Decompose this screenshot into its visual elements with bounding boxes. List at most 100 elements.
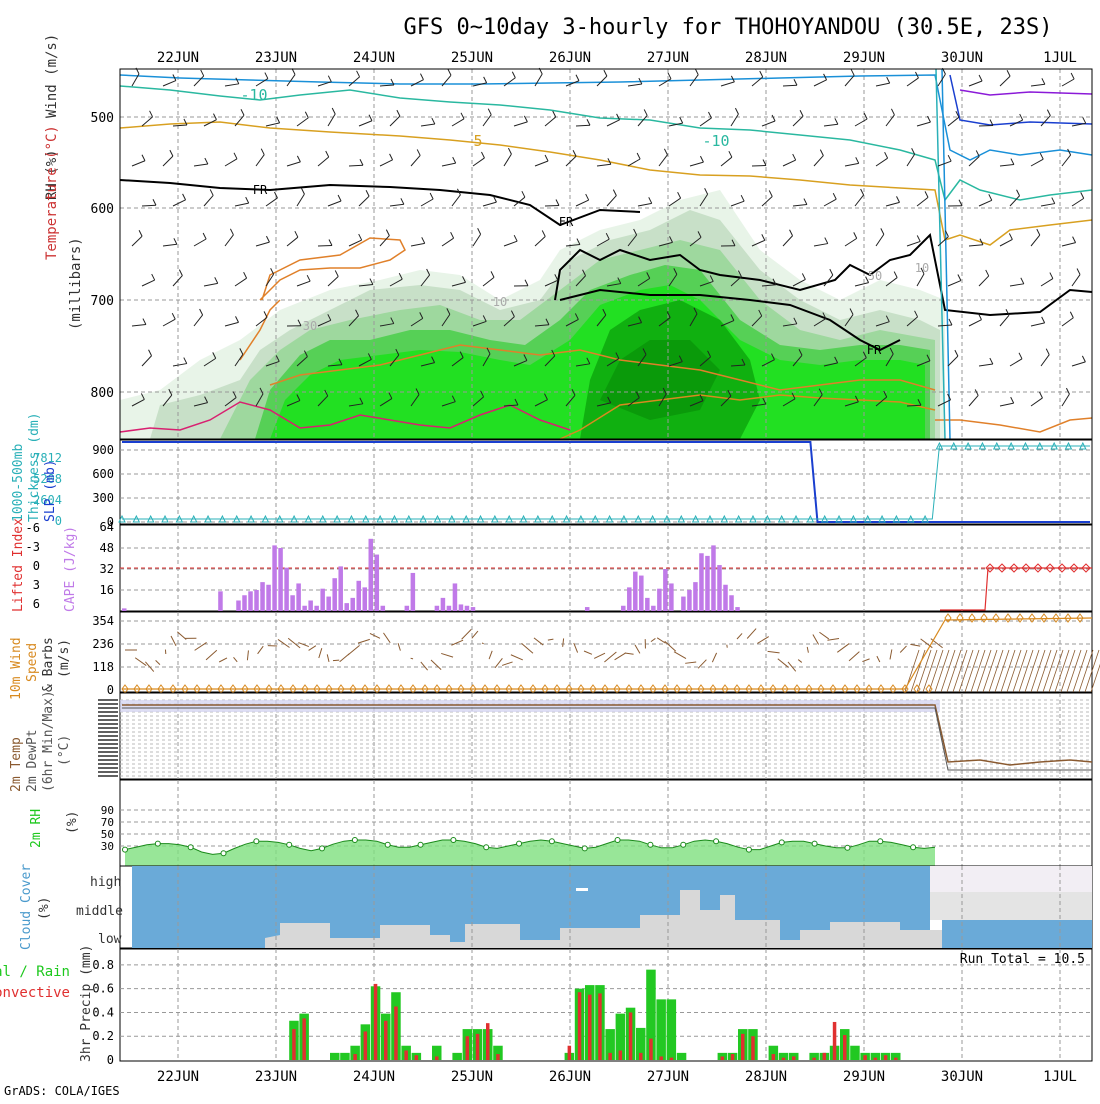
upper-ylabel-temp: Temperature (°C) — [44, 125, 60, 260]
cape-bar — [326, 597, 331, 611]
precip-convective-bar — [751, 1036, 755, 1060]
cloud-level-low: low — [98, 932, 122, 947]
rh2m-marker — [188, 845, 193, 850]
precip-convective-bar — [608, 1053, 612, 1060]
bottom-date-label: 25JUN — [451, 1069, 493, 1085]
top-date-label: 27JUN — [647, 50, 689, 66]
rh2m-marker — [287, 842, 292, 847]
precip-convective-bar — [353, 1054, 357, 1060]
slp-tick-label: 900 — [92, 443, 114, 457]
precip-convective-bar — [496, 1054, 500, 1060]
precip-convective-bar — [476, 1034, 480, 1060]
precip-convective-bar — [782, 1058, 786, 1060]
temp2m-ylabel-1: 2m Temp — [9, 737, 24, 792]
cape-bar — [687, 590, 692, 611]
rh2m-marker — [254, 839, 259, 844]
wind10-tick-label: 0 — [107, 683, 114, 697]
precip-convective-bar — [568, 1046, 572, 1060]
li-tick-label: 0 — [33, 559, 40, 573]
precip-convective-bar — [659, 1056, 663, 1060]
precip-total-bar — [340, 1053, 350, 1060]
rh2m-marker — [648, 842, 653, 847]
cape-bar — [356, 581, 361, 611]
rh2m-ylabel-group: 2m RH (%) — [29, 809, 80, 848]
precip-convective-bar — [649, 1039, 653, 1060]
temp2m-ylabel-4: (°C) — [57, 735, 72, 766]
cape-bar — [248, 591, 253, 611]
precip-panel: 0.80.60.40.20 Run Total = 10.5 Total / R… — [0, 945, 1092, 1067]
cape-bar — [471, 607, 476, 611]
precip-convective-bar — [435, 1056, 439, 1060]
rh2m-marker — [155, 841, 160, 846]
precip-convective-bar — [843, 1035, 847, 1060]
cloud-fill-low-blue — [942, 920, 1092, 948]
bottom-date-label: 23JUN — [255, 1069, 297, 1085]
contour-label: FR — [559, 215, 574, 229]
cape-bar — [729, 595, 734, 611]
precip-convective-bar — [415, 1055, 419, 1060]
cape-bar — [435, 606, 440, 611]
precip-convective-bar — [384, 1021, 388, 1060]
wind10-tick-label: 236 — [92, 637, 114, 651]
cape-bar — [459, 604, 464, 611]
cloud-fill — [132, 866, 1092, 948]
cape-bar — [296, 583, 301, 611]
cape-bar — [260, 582, 265, 611]
precip-convective-bar — [394, 1007, 398, 1061]
cape-bar — [344, 603, 349, 611]
top-date-label: 30JUN — [941, 50, 983, 66]
cape-bar — [633, 572, 638, 611]
cape-tick-label: 16 — [100, 583, 114, 597]
wind10-ylabel-1: 10m Wind — [9, 637, 24, 700]
cape-bar — [369, 539, 374, 611]
cape-bar — [735, 607, 740, 611]
wind10-barb — [411, 658, 413, 659]
cape-bar — [651, 606, 656, 611]
cape-bar — [266, 585, 271, 611]
cape-bar — [254, 590, 259, 611]
li-tick-label: -6 — [26, 521, 40, 535]
cloud-level-high: high — [90, 875, 121, 890]
precip-convective-bar — [874, 1058, 878, 1060]
top-date-label: 25JUN — [451, 50, 493, 66]
precip-ticks: 0.80.60.40.20 — [92, 958, 114, 1067]
cape-bar — [411, 573, 416, 611]
precip-convective-bar — [639, 1053, 643, 1060]
contour-label: FR — [867, 343, 882, 357]
cape-bar — [242, 595, 247, 611]
rh2m-ylabel-2: (%) — [65, 811, 80, 834]
cape-ylabel-li: Lifted Index — [11, 518, 26, 612]
temp2m-panel: 2m Temp 2m DewPt (6hr Min/Max) (°C) — [9, 690, 1092, 792]
wind10-tick-label: 118 — [92, 660, 114, 674]
slp-ylabel-group: 1000-500mb Thickness (dm) SLP (mb) — [11, 412, 58, 522]
upper-ylabel-group-2: Temperature (°C) — [44, 125, 60, 260]
cape-bar — [284, 568, 289, 611]
rh2m-marker — [878, 839, 883, 844]
rh2m-marker — [714, 839, 719, 844]
slp-ylabel-thk1: 1000-500mb — [11, 444, 26, 522]
precip-total-bar — [656, 999, 666, 1060]
temp2m-ylabel-group: 2m Temp 2m DewPt (6hr Min/Max) (°C) — [9, 690, 72, 792]
upper-ylabel-group-3: Wind (m/s) — [44, 34, 60, 118]
li-tick-label: 6 — [33, 597, 40, 611]
contour-label: FR — [253, 183, 268, 197]
cape-bar — [278, 548, 283, 611]
rh2m-ylabel-1: 2m RH — [29, 809, 44, 848]
wind10-barb — [333, 660, 339, 661]
pressure-tick-label: 700 — [91, 294, 114, 309]
precip-convective-bar — [721, 1056, 725, 1060]
cape-bar — [441, 598, 446, 611]
cape-bar — [362, 587, 367, 611]
li-tick-label: 3 — [33, 578, 40, 592]
cape-bar — [681, 597, 686, 611]
rh2m-marker — [221, 851, 226, 856]
precip-convective-bar — [588, 995, 592, 1060]
precip-convective-bar — [731, 1054, 735, 1060]
slp-tick-label: 300 — [92, 491, 114, 505]
rh2m-marker — [615, 838, 620, 843]
footer-credit: GrADS: COLA/IGES — [4, 1084, 120, 1098]
precip-legend-total: Total / Rain — [0, 964, 70, 980]
